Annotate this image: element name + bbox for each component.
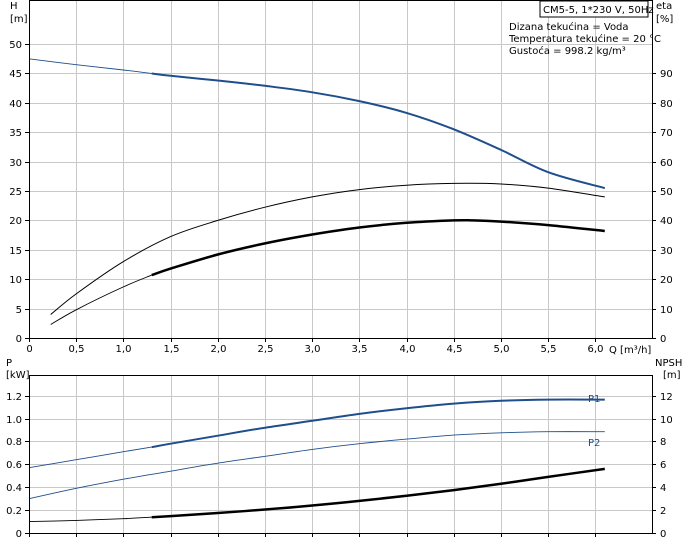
y-left-tick-label: 15: [9, 246, 22, 257]
y-right-tick-label: 40: [660, 216, 673, 227]
x-tick-label: 4,0: [400, 344, 416, 355]
y-right-unit-bottom: [m]: [663, 370, 681, 381]
curve-top-2: [151, 218, 605, 277]
curve-bottom-2-thin: [28, 516, 152, 523]
y-right-tick-label-bottom: 4: [660, 483, 666, 494]
x-tick-label: 6,0: [588, 344, 604, 355]
x-tick-label: 5,5: [541, 344, 557, 355]
x-tick-label: 2,0: [211, 344, 227, 355]
curve-bottom-1: [28, 431, 605, 500]
y-right-tick-label: 70: [660, 128, 673, 139]
series-label-p2: P2: [588, 438, 600, 449]
y-right-tick-label: 60: [660, 158, 673, 169]
y-left-tick-label: 10: [9, 275, 22, 286]
x-tick-label: 0,5: [69, 344, 85, 355]
y-left-tick-label: 25: [9, 187, 22, 198]
x-tick-label: 5,0: [494, 344, 510, 355]
bottom-frame: [29, 375, 653, 534]
curve-top-1: [50, 182, 605, 315]
y-left-tick-label: 50: [9, 40, 22, 51]
x-tick-label: 1,5: [164, 344, 180, 355]
y-right-tick-label: 50: [660, 187, 673, 198]
y-left-tick-label-bottom: 0.4: [6, 483, 22, 494]
annotation-density: Gustoća = 998.2 kg/m³: [509, 45, 626, 57]
y-left-tick-label-bottom: 0: [16, 529, 22, 540]
curve-bottom-0-thin: [28, 446, 152, 469]
y-right-tick-label-bottom: 6: [660, 460, 666, 471]
y-left-label-top: H: [10, 1, 18, 12]
y-right-label-top: eta: [656, 1, 672, 12]
y-left-tick-label: 45: [9, 69, 22, 80]
curve-top-0-thin: [28, 58, 152, 74]
x-tick-label: 3,0: [305, 344, 321, 355]
x-tick-label: 4,5: [447, 344, 463, 355]
y-right-tick-label: 90: [660, 69, 673, 80]
y-left-tick-label: 30: [9, 158, 22, 169]
y-right-tick-label-bottom: 8: [660, 437, 666, 448]
y-right-label-bottom: NPSH: [655, 358, 682, 369]
curve-bottom-0: [151, 398, 605, 449]
frames: [25, 0, 656, 537]
y-left-unit-bottom: [kW]: [6, 370, 30, 381]
y-right-unit-top: [%]: [656, 14, 673, 25]
y-right-tick-label-bottom: 12: [660, 392, 673, 403]
curve-top-0: [151, 72, 606, 190]
x-axis-label: Q [m³/h]: [609, 345, 651, 356]
y-left-tick-label-bottom: 0.6: [6, 460, 22, 471]
y-right-tick-label-bottom: 10: [660, 415, 673, 426]
y-left-unit-top: [m]: [10, 14, 28, 25]
y-right-tick-label: 10: [660, 305, 673, 316]
y-left-tick-label: 20: [9, 216, 22, 227]
x-tick-label: 2,5: [258, 344, 274, 355]
curve-bottom-2: [151, 467, 605, 519]
x-tick-label: 1,0: [116, 344, 132, 355]
y-left-tick-label: 40: [9, 99, 22, 110]
bottom-grid: [29, 375, 652, 533]
y-left-tick-label-bottom: 1.2: [6, 392, 22, 403]
top-frame: [29, 0, 653, 339]
y-right-tick-label: 30: [660, 246, 673, 257]
labels: 0 0,5 1,0 1,5 2,0 2,5 3,0 3,5 4,0 4,5 5,0 5,5 6,0 0 5 1…: [6, 40, 673, 540]
y-left-tick-label: 0: [16, 334, 22, 345]
y-left-tick-label-bottom: 0.8: [6, 437, 22, 448]
y-left-label-bottom: P: [6, 358, 12, 369]
y-right-tick-label: 0: [660, 334, 666, 345]
top-grid: [29, 0, 652, 338]
curve-top-2-thin: [50, 274, 152, 325]
title-box: [539, 0, 649, 18]
y-left-tick-label-bottom: 1.0: [6, 415, 22, 426]
x-tick-label: 3,5: [352, 344, 368, 355]
series-label-p1: P1: [588, 394, 600, 405]
annotation-temperature: Temperatura tekućine = 20 °C: [508, 33, 661, 45]
y-left-tick-label-bottom: 0.2: [6, 506, 22, 517]
x-tick-label: 0: [26, 344, 32, 355]
y-right-tick-label: 20: [660, 275, 673, 286]
annotation-fluid: Dizana tekućina = Voda: [509, 21, 629, 33]
chart-title: CM5-5, 1*230 V, 50Hz: [543, 5, 654, 16]
y-right-tick-label: 80: [660, 99, 673, 110]
y-left-tick-label: 35: [9, 128, 22, 139]
y-right-tick-label-bottom: 2: [660, 506, 666, 517]
y-right-tick-label-bottom: 0: [660, 529, 666, 540]
curves: [28, 58, 606, 523]
y-left-tick-label: 5: [16, 305, 22, 316]
